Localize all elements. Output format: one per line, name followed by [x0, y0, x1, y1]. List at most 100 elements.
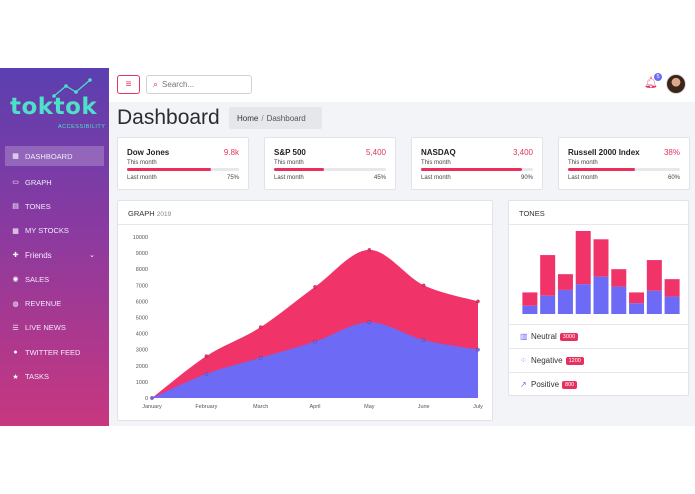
x-tick-label: April [309, 404, 320, 410]
logo-graph-icon [52, 78, 92, 98]
stat-value: 9.8k [223, 148, 239, 157]
sidebar-item-graph[interactable]: ▭ GRAPH [0, 170, 109, 194]
stat-card-dow-jones: Dow Jones 9.8k This month Last month 75% [117, 137, 249, 190]
legend-badge: 3000 [559, 332, 579, 341]
y-tick-label: 5000 [136, 316, 148, 322]
chevron-down-icon: ⌄ [89, 251, 95, 259]
menu-toggle-button[interactable]: ≡ [117, 75, 140, 94]
tone-bar-segment [629, 303, 645, 314]
stat-this-month: This month [274, 160, 304, 166]
stat-last-month: Last month [568, 175, 598, 181]
sidebar-item-label: Friends [25, 250, 52, 260]
stat-percent: 60% [667, 175, 680, 181]
data-point [258, 325, 263, 330]
y-tick-label: 0 [145, 396, 148, 402]
stat-value: 5,400 [365, 148, 386, 157]
stat-last-month: Last month [274, 175, 304, 181]
stat-this-month: This month [568, 160, 598, 166]
stat-value: 38% [663, 148, 680, 157]
scatter-icon: ⁘ [520, 356, 527, 365]
breadcrumb-home[interactable]: Home [237, 113, 259, 123]
logo-text: toktok [10, 94, 98, 120]
sidebar-item-friends[interactable]: ✚ Friends ⌄ [0, 243, 109, 267]
logo-subtitle: ACCESSIBILITY [58, 124, 106, 130]
tone-bar-segment [540, 295, 556, 314]
sidebar-item-twitter-feed[interactable]: ● TWITTER FEED [0, 340, 109, 364]
x-tick-label: March [253, 404, 268, 410]
trend-up-icon: ↗ [520, 380, 527, 389]
stat-progress-bar [127, 168, 239, 171]
legend-label: Neutral [531, 332, 557, 341]
sidebar-item-label: TASKS [25, 372, 50, 382]
tones-card: TONES ▥ Neutral 3000 ⁘ Negative 1200 ↗ P… [508, 200, 689, 396]
sidebar-item-label: TONES [25, 201, 51, 211]
tone-bar-segment [664, 279, 680, 297]
data-point [367, 320, 372, 325]
data-point [204, 354, 209, 359]
window-icon: ▭ [12, 179, 19, 187]
sidebar-item-tasks[interactable]: ★ TASKS [0, 364, 109, 388]
sidebar-item-label: TWITTER FEED [25, 347, 81, 357]
stat-percent: 75% [226, 175, 239, 181]
tone-bar-segment [540, 255, 556, 296]
sidebar-item-dashboard[interactable]: ▦ DASHBOARD [5, 146, 104, 166]
search-box[interactable]: ⌕ [146, 75, 252, 94]
stat-this-month: This month [421, 160, 451, 166]
stat-card-sp500: S&P 500 5,400 This month Last month 45% [264, 137, 396, 190]
topbar: ≡ ⌕ 🔔︎ 5 [109, 68, 695, 102]
tone-bar-segment [557, 289, 573, 314]
area-chart: 0 1000 2000 3000 4000 5000 6000 7000 8000 9000 100… [133, 235, 483, 410]
breadcrumb-separator: / [261, 113, 264, 123]
sidebar-item-my-stocks[interactable]: ▦ MY STOCKS [0, 219, 109, 243]
tones-card-title: TONES [509, 201, 688, 225]
tone-bar-segment [575, 231, 591, 285]
sidebar-item-sales[interactable]: ◉ SALES [0, 267, 109, 291]
x-tick-label: June [418, 404, 430, 410]
app-frame: toktok ACCESSIBILITY ▦ DASHBOARD ▭ GRAPH… [0, 68, 695, 426]
tone-bar-segment [522, 292, 538, 306]
tone-bar-segment [522, 305, 538, 314]
avatar[interactable] [666, 74, 686, 94]
tone-bar-segment [593, 239, 609, 277]
sidebar-item-live-news[interactable]: ☰ LIVE NEWS [0, 316, 109, 340]
area-series-1 [152, 322, 478, 398]
y-tick-label: 8000 [136, 267, 148, 273]
stat-progress-fill [274, 168, 325, 171]
y-tick-label: 9000 [136, 251, 148, 257]
stat-percent: 90% [520, 175, 533, 181]
y-tick-label: 2000 [136, 364, 148, 370]
legend-badge: 800 [562, 380, 578, 389]
sidebar-item-revenue[interactable]: ◍ REVENUE [0, 291, 109, 315]
sidebar-nav: ▦ DASHBOARD ▭ GRAPH ▤ TONES ▦ MY STOCKS … [0, 146, 109, 389]
data-point [204, 371, 209, 376]
stat-progress-bar [568, 168, 680, 171]
breadcrumb: Home / Dashboard [229, 107, 322, 129]
page-title: Dashboard [117, 106, 220, 129]
stat-last-month: Last month [127, 175, 157, 181]
sidebar-item-tones[interactable]: ▤ TONES [0, 194, 109, 218]
x-tick-label: July [473, 404, 483, 410]
tone-bar-segment [646, 290, 662, 314]
breadcrumb-current: Dashboard [266, 113, 306, 123]
puzzle-icon: ✚ [12, 252, 19, 260]
data-point [313, 339, 317, 344]
search-icon: ⌕ [153, 79, 159, 89]
tone-bar-segment [611, 286, 627, 314]
circle-icon: ◉ [12, 276, 19, 284]
graph-card-title: GRAPH [128, 209, 155, 218]
stat-name: Russell 2000 Index [568, 148, 640, 157]
sidebar-item-label: GRAPH [25, 177, 52, 187]
tone-bar-segment [646, 260, 662, 291]
tone-bar-segment [593, 276, 609, 314]
globe-icon: ◍ [12, 300, 19, 308]
bar-chart-icon: ▥ [520, 332, 528, 341]
data-point [421, 283, 426, 288]
stat-card-nasdaq: NASDAQ 3,400 This month Last month 90% [411, 137, 543, 190]
graph-card-header: GRAPH 2019 [118, 201, 492, 225]
tone-bar-segment [664, 296, 680, 314]
y-tick-label: 6000 [136, 299, 148, 305]
list-icon: ☰ [12, 324, 19, 332]
tone-bar-segment [557, 274, 573, 290]
search-input[interactable] [162, 80, 243, 89]
data-point [150, 396, 154, 400]
